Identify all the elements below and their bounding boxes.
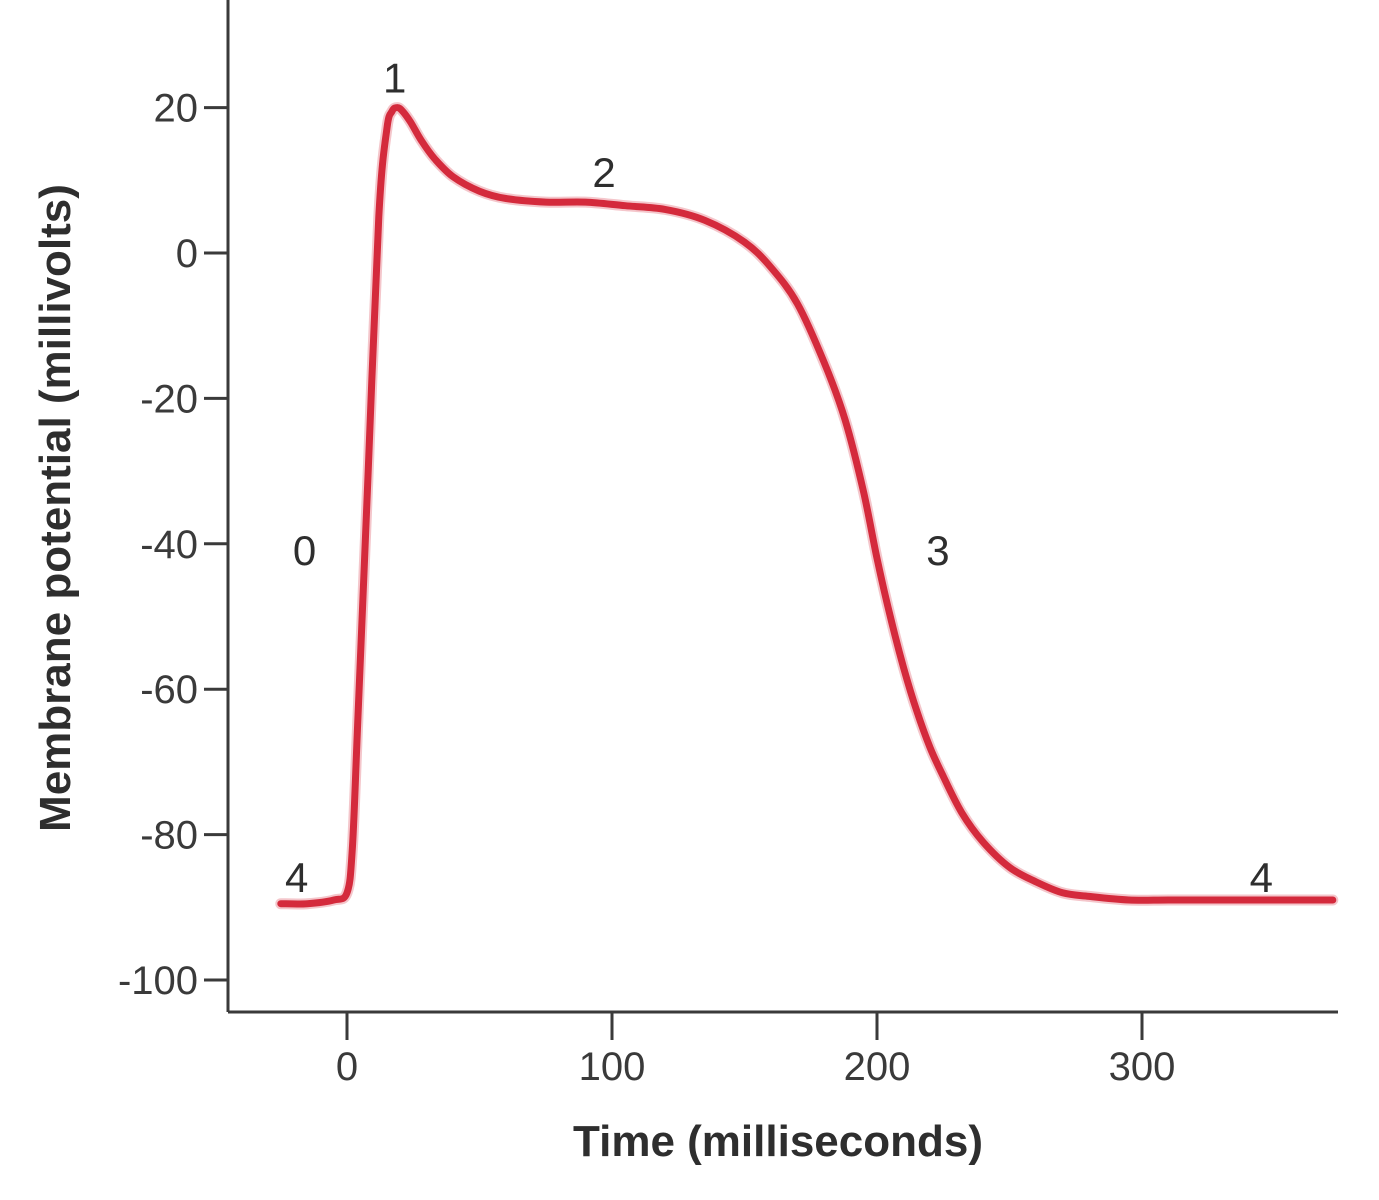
action-potential-trace [277, 104, 1337, 908]
x-tick-label: 200 [844, 1045, 911, 1089]
action-potential-trace-halo [275, 102, 1339, 910]
phase-label: 2 [592, 149, 615, 196]
axes [226, 0, 1338, 1014]
phase-label: 4 [285, 854, 308, 901]
y-tick-label: -20 [140, 377, 198, 421]
y-tick-label: -100 [118, 959, 198, 1003]
x-tick-label: 300 [1109, 1045, 1176, 1089]
phase-label: 0 [293, 527, 316, 574]
y-tick-label: -60 [140, 668, 198, 712]
y-axis-title: Membrane potential (millivolts) [31, 184, 80, 832]
phase-label: 4 [1250, 854, 1273, 901]
x-ticks: 0 100 200 300 [336, 1012, 1176, 1089]
series-layer [275, 102, 1339, 910]
y-tick-label: 20 [154, 87, 199, 131]
y-tick-label: 0 [176, 232, 198, 276]
y-tick-label: -80 [140, 814, 198, 858]
y-tick-label: -40 [140, 523, 198, 567]
phase-label: 1 [383, 55, 406, 102]
x-tick-label: 100 [579, 1045, 646, 1089]
y-ticks: 20 0 -20 -40 -60 -80 -100 [118, 87, 228, 1003]
x-tick-label: 0 [336, 1045, 358, 1089]
x-axis-title: Time (milliseconds) [573, 1117, 983, 1166]
phase-label: 3 [926, 527, 949, 574]
phase-labels: 0 1 2 3 4 4 [285, 55, 1273, 902]
